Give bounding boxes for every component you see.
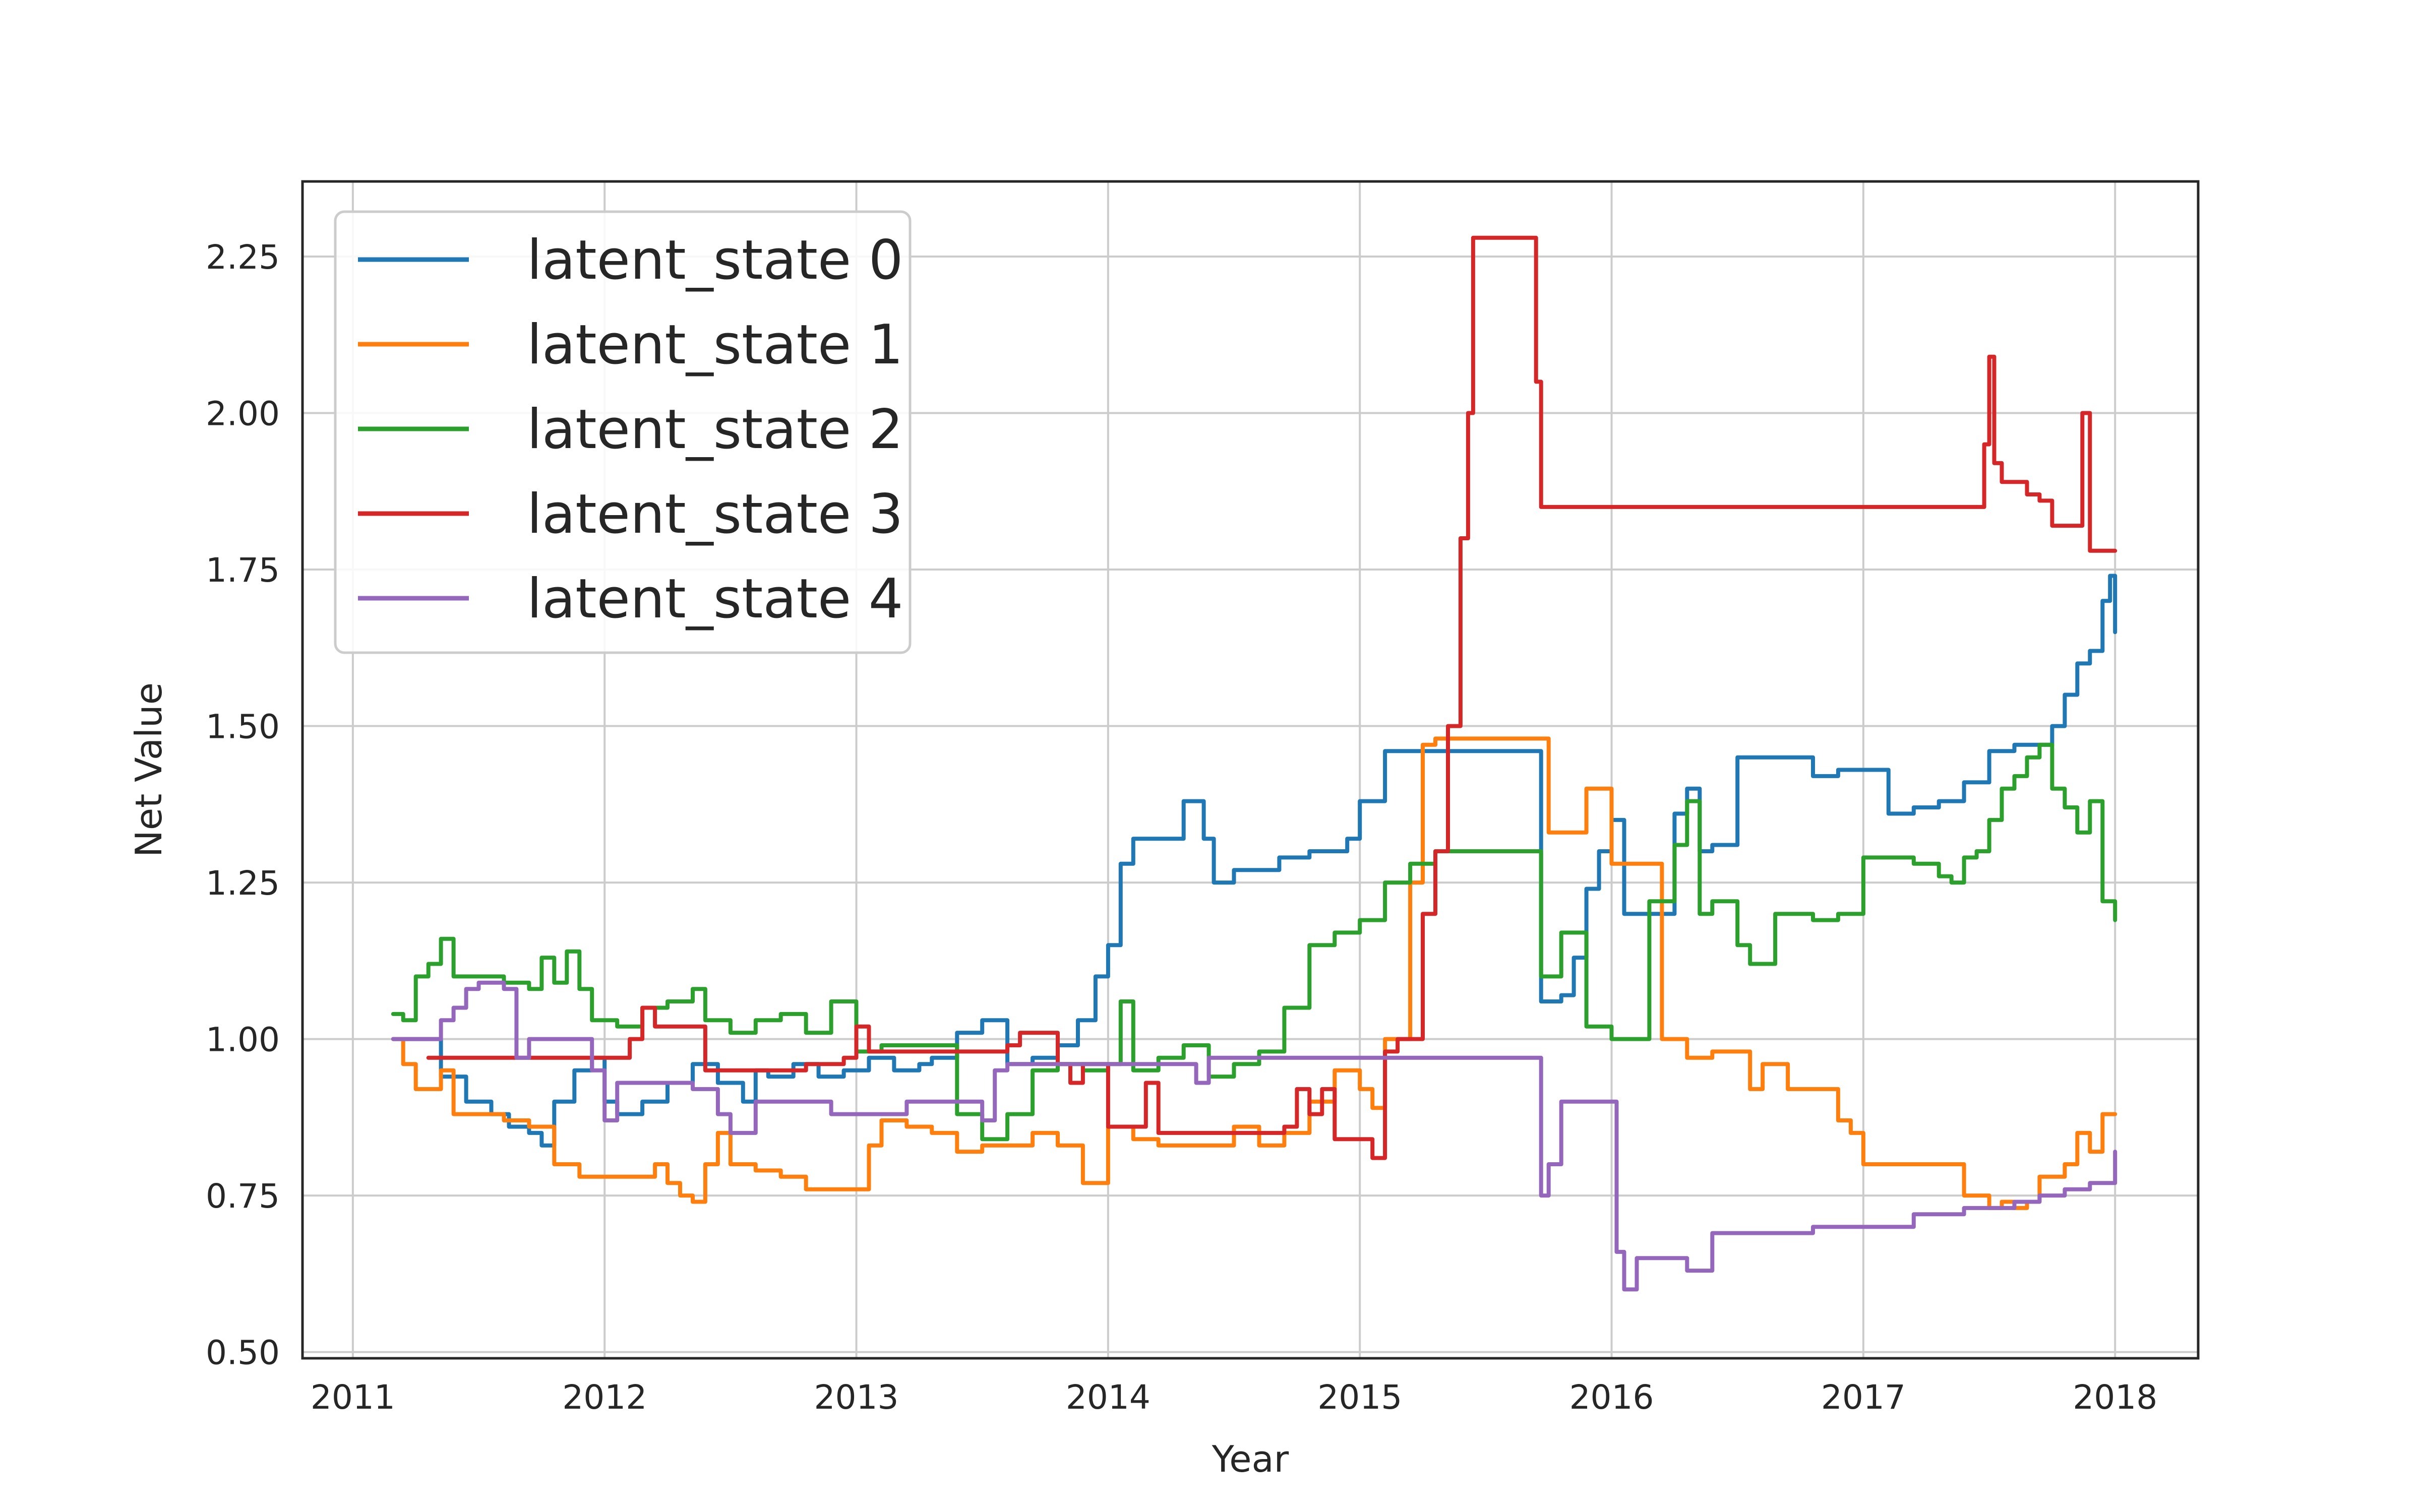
legend-label: latent_state 4 [527,568,903,631]
series-line-0 [391,574,2118,1148]
legend-label: latent_state 0 [527,229,903,292]
x-tick-label: 2016 [1569,1378,1654,1417]
series-lines [391,235,2118,1292]
y-tick-label: 1.75 [206,551,280,590]
y-tick-label: 0.50 [206,1334,280,1372]
series-line-1 [391,736,2118,1210]
y-tick-label: 2.00 [206,395,280,433]
legend-label: latent_state 3 [527,483,903,546]
legend: latent_state 0 latent_state 1 latent_state… [334,210,912,654]
plot-area-frame [301,180,2200,1360]
x-tick-label: 2014 [1066,1378,1151,1417]
x-tick-label: 2015 [1317,1378,1402,1417]
y-tick-label: 1.00 [206,1021,280,1059]
series-line-2 [391,742,2118,1142]
y-axis-title: Net Value [128,682,170,857]
y-tick-label: 0.75 [206,1177,280,1216]
x-tick-label: 2013 [814,1378,899,1417]
legend-label: latent_state 1 [527,313,903,376]
x-tick-label: 2011 [311,1378,395,1417]
x-axis-title: Year [1212,1438,1289,1480]
y-tick-label: 1.50 [206,708,280,746]
x-tick-label: 2012 [562,1378,647,1417]
series-line-4 [391,980,2118,1292]
series-line-3 [426,235,2118,1160]
legend-box [334,210,912,654]
axis-ticks: 2011 2012 2013 2014 2015 2016 2017 2018 0.50 0.75… [206,238,2157,1417]
x-tick-label: 2017 [1821,1378,1906,1417]
legend-label: latent_state 2 [527,398,903,461]
y-tick-label: 2.25 [206,238,280,277]
y-tick-label: 1.25 [206,864,280,903]
x-tick-label: 2018 [2073,1378,2157,1417]
